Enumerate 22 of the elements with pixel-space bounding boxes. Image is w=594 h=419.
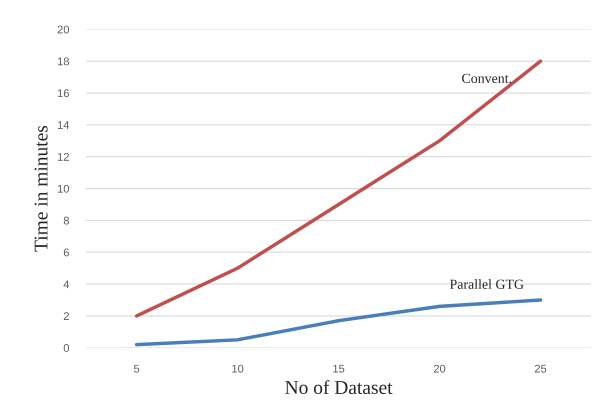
x-axis-title: No of Dataset <box>285 380 392 394</box>
x-tick-label: 20 <box>434 364 446 373</box>
y-tick-label: 6 <box>64 248 69 256</box>
y-tick-label: 20 <box>58 26 70 34</box>
x-tick-label: 10 <box>232 364 244 373</box>
y-tick-label: 0 <box>64 344 70 352</box>
y-tick-label: 8 <box>64 216 69 225</box>
y-tick-label: 16 <box>58 89 69 98</box>
line-series <box>134 59 542 318</box>
x-tick-label: 25 <box>534 364 546 373</box>
line-series <box>134 298 542 346</box>
y-tick-label: 18 <box>58 57 69 66</box>
y-tick-label: 4 <box>64 280 70 288</box>
series-label: Convent. <box>462 74 512 84</box>
series-label: Parallel GTG <box>450 279 524 289</box>
y-axis-title: Time in minutes <box>34 126 48 252</box>
x-tick-label: 15 <box>333 364 344 373</box>
x-tick-label: 5 <box>134 364 140 373</box>
y-tick-label: 2 <box>64 312 69 320</box>
y-tick-label: 14 <box>58 121 70 129</box>
y-tick-label: 12 <box>58 152 69 161</box>
y-tick-label: 10 <box>58 184 70 193</box>
